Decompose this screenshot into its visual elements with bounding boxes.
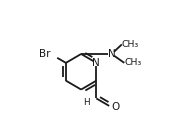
- Text: O: O: [112, 102, 120, 112]
- Text: N: N: [108, 49, 115, 59]
- Text: CH₃: CH₃: [125, 58, 142, 67]
- Text: Br: Br: [39, 49, 51, 59]
- Text: CH₃: CH₃: [122, 40, 139, 49]
- Text: N: N: [93, 58, 100, 68]
- Text: H: H: [83, 98, 90, 107]
